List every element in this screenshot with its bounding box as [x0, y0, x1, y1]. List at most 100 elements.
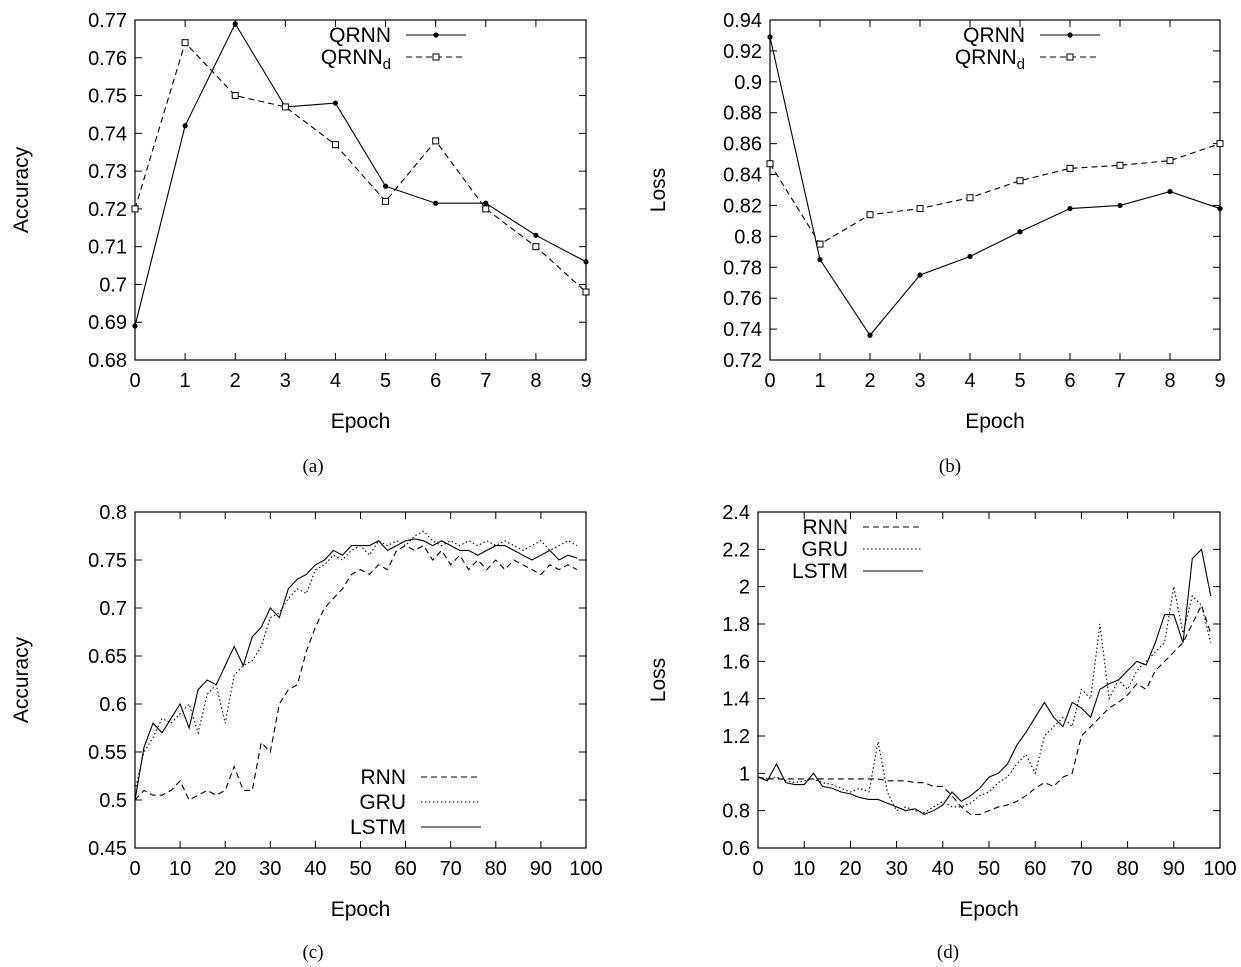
y-tick-label: 0.72	[88, 199, 127, 221]
y-tick-label: 0.6	[722, 838, 750, 860]
series-line-qrnnd	[134, 41, 587, 293]
x-tick-label: 20	[214, 858, 236, 880]
data-point-qrnnd	[866, 211, 874, 219]
plot-frame	[769, 19, 1221, 361]
x-tick-label: 90	[1163, 858, 1185, 880]
y-tick-label: 1.2	[722, 726, 750, 748]
x-tick-label: 9	[580, 370, 591, 392]
y-tick-label: 1.8	[722, 614, 750, 636]
x-tick-label: 3	[914, 370, 925, 392]
x-tick-label: 40	[932, 858, 954, 880]
x-axis-label: Epoch	[331, 898, 391, 921]
x-tick-label: 4	[964, 370, 975, 392]
x-tick-label: 4	[330, 370, 341, 392]
x-tick-label: 1	[814, 370, 825, 392]
x-tick-label: 5	[380, 370, 391, 392]
series-line-gru	[134, 530, 578, 791]
y-tick-label: 0.9	[734, 72, 762, 94]
y-tick-label: 1	[739, 763, 750, 785]
data-point-qrnnd	[432, 137, 440, 145]
x-tick-label: 7	[1114, 370, 1125, 392]
y-tick-label: 1.6	[722, 651, 750, 673]
y-tick-label: 0.74	[723, 319, 762, 341]
y-tick-label: 0.76	[723, 288, 762, 310]
data-point-qrnn	[433, 200, 439, 206]
x-axis-label: Epoch	[965, 410, 1025, 433]
x-tick-label: 1	[180, 370, 191, 392]
y-tick-label: 0.86	[723, 134, 762, 156]
data-point-qrnn	[1067, 205, 1073, 212]
data-point-qrnn	[1117, 202, 1123, 209]
x-tick-label: 50	[978, 858, 1000, 880]
data-point-qrnn	[483, 200, 489, 206]
data-point-qrnn	[967, 253, 973, 260]
legend-marker-qrnnd	[1066, 53, 1074, 61]
y-tick-label: 0.71	[88, 237, 127, 259]
y-tick-label: 2.4	[722, 502, 750, 524]
data-point-qrnn	[1217, 205, 1223, 212]
y-tick-label: 0.65	[88, 646, 127, 668]
y-axis-label: Accuracy	[10, 146, 33, 233]
data-point-qrnnd	[382, 197, 390, 205]
legend-label-qrnnd: QRNNd	[321, 46, 391, 73]
subfigure-caption: (c)	[302, 942, 323, 963]
legend-label-lstm: LSTM	[350, 816, 406, 839]
data-point-qrnn	[132, 323, 138, 329]
y-tick-label: 0.8	[734, 226, 762, 248]
x-tick-label: 100	[569, 858, 602, 880]
series-line-qrnn	[769, 36, 1221, 337]
x-tick-label: 8	[530, 370, 541, 392]
data-point-qrnn	[332, 100, 339, 106]
data-point-qrnnd	[482, 205, 490, 213]
y-tick-label: 0.7	[99, 274, 127, 296]
legend-label-qrnn: QRNN	[329, 24, 391, 47]
legend-marker-qrnn	[1067, 32, 1073, 38]
x-tick-label: 0	[764, 370, 775, 392]
panel-d: 0 10 20 30 40 50 60 70 80 90 100 0.6 0.8 1 1.2 1.4 1.6 1.…	[647, 502, 1237, 963]
x-tick-label: 10	[793, 858, 815, 880]
x-tick-label: 6	[1064, 370, 1075, 392]
data-point-qrnnd	[582, 288, 590, 296]
y-tick-label: 0.8	[99, 502, 127, 524]
y-axis-label: Accuracy	[10, 636, 33, 723]
x-tick-label: 70	[440, 858, 462, 880]
subfigure-caption: (d)	[937, 942, 959, 963]
data-point-qrnn	[232, 21, 238, 27]
y-tick-label: 0.78	[723, 257, 762, 279]
x-tick-label: 6	[430, 370, 441, 392]
y-tick-label: 0.74	[88, 123, 127, 145]
data-point-qrnn	[867, 332, 873, 338]
y-tick-label: 2.2	[722, 539, 750, 561]
y-tick-label: 2	[739, 577, 750, 599]
data-point-qrnn	[817, 256, 823, 263]
x-tick-label: 0	[129, 858, 140, 880]
x-tick-label: 60	[394, 858, 416, 880]
legend-label-gru: GRU	[801, 538, 848, 561]
y-axis-label: Loss	[647, 658, 670, 702]
series-line-lstm	[757, 548, 1212, 816]
x-axis-label: Epoch	[959, 898, 1019, 921]
y-tick-label: 0.69	[88, 312, 127, 334]
data-point-qrnn	[533, 232, 539, 238]
data-point-qrnn	[1017, 229, 1023, 235]
x-tick-label: 80	[1116, 858, 1138, 880]
x-tick-label: 30	[259, 858, 281, 880]
series-line-rnn	[757, 603, 1212, 815]
y-tick-label: 0.84	[723, 165, 762, 187]
x-tick-label: 60	[1024, 858, 1046, 880]
legend-label-rnn: RNN	[803, 516, 849, 539]
data-point-qrnn	[583, 259, 589, 265]
x-tick-label: 20	[839, 858, 861, 880]
x-axis-label: Epoch	[331, 410, 391, 433]
legend-marker-qrnn	[433, 32, 439, 38]
data-point-qrnn	[182, 123, 188, 129]
panel-b: 0 1 2 3 4 5 6 7 8 9 0.72 0.74 0.76 0.78 0.8 0.82 0.84 0.8…	[647, 10, 1226, 477]
x-tick-label: 7	[480, 370, 491, 392]
x-tick-label: 40	[304, 858, 326, 880]
data-point-qrnnd	[1216, 140, 1224, 148]
x-tick-label: 70	[1070, 858, 1092, 880]
data-point-qrnnd	[1166, 157, 1174, 165]
y-tick-label: 0.6	[99, 694, 127, 716]
data-point-qrnnd	[331, 141, 339, 149]
